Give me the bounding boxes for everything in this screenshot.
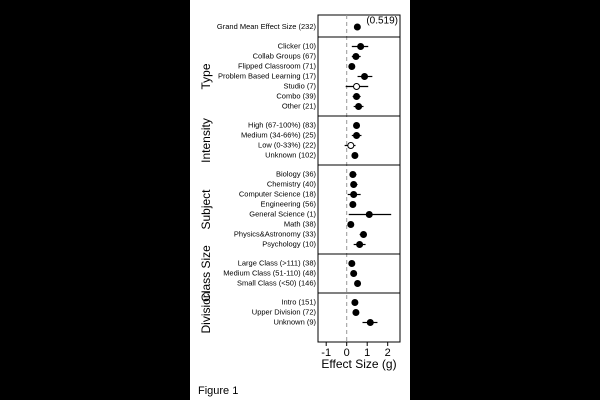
value-label: (0.519): [366, 16, 398, 27]
effect-marker: [353, 122, 361, 129]
row-label: Intro (151): [281, 297, 316, 306]
effect-marker: [348, 260, 356, 267]
effect-marker: [347, 142, 355, 149]
effect-marker: [366, 319, 374, 326]
row-label: Unknown (102): [265, 150, 316, 159]
effect-marker: [350, 181, 358, 188]
left-border: [0, 0, 190, 400]
row-label: Flipped Classroom (71): [238, 61, 316, 70]
row-label: Large Class (>111) (38): [238, 258, 317, 267]
row-label: Psychology (10): [262, 239, 316, 248]
x-tick-label: -1: [321, 347, 331, 359]
row-label: High (67-100%) (83): [248, 120, 316, 129]
effect-marker: [347, 221, 355, 228]
row-label: Combo (39): [276, 91, 316, 100]
group-label: Class Size: [199, 245, 213, 302]
x-tick-label: 2: [385, 347, 391, 359]
row-label: Studio (7): [283, 81, 316, 90]
figure-caption: Figure 1: [198, 385, 238, 397]
page: [190, 0, 410, 400]
effect-marker: [354, 280, 362, 287]
row-label: Clicker (10): [278, 41, 317, 50]
group-label: Type: [199, 63, 213, 89]
row-label: Grand Mean Effect Size (232): [217, 22, 317, 31]
row-label: Biology (36): [276, 169, 317, 178]
effect-marker: [357, 43, 365, 50]
effect-marker: [351, 299, 359, 306]
row-label: Chemistry (40): [267, 179, 317, 188]
x-axis-label: Effect Size (g): [321, 357, 396, 371]
x-tick-label: 0: [344, 347, 350, 359]
row-label: Problem Based Learning (17): [218, 71, 316, 80]
effect-marker: [352, 53, 360, 60]
row-label: Computer Science (18): [239, 189, 317, 198]
right-border: [410, 0, 600, 400]
row-label: Physics&Astronomy (33): [234, 229, 317, 238]
effect-marker: [349, 171, 357, 178]
row-label: Small Class (<50) (146): [237, 278, 316, 287]
effect-marker: [361, 73, 369, 80]
effect-marker: [355, 103, 363, 110]
effect-marker: [365, 211, 373, 218]
row-label: Medium (34-66%) (25): [241, 130, 317, 139]
row-label: Engineering (56): [261, 199, 317, 208]
group-label: Intensity: [199, 118, 213, 163]
row-label: Upper Division (72): [252, 307, 317, 316]
row-label: Medium Class (51-110) (48): [223, 268, 316, 277]
row-label: Math (38): [284, 219, 317, 228]
effect-marker: [351, 152, 359, 159]
group-label: Division: [199, 291, 213, 333]
row-label: General Science (1): [249, 209, 316, 218]
effect-marker: [350, 270, 358, 277]
effect-marker: [353, 93, 361, 100]
effect-marker: [350, 191, 358, 198]
row-label: Low (0-33%) (22): [258, 140, 316, 149]
group-label: Subject: [199, 189, 213, 230]
effect-marker: [352, 309, 360, 316]
row-label: Unknown (9): [273, 317, 316, 326]
effect-marker: [360, 231, 368, 238]
row-label: Other (21): [282, 101, 317, 110]
x-tick-label: 1: [364, 347, 370, 359]
plot-frame: [317, 14, 401, 343]
effect-marker: [353, 132, 361, 139]
effect-marker: [348, 63, 356, 70]
effect-marker: [356, 241, 364, 248]
row-label: Collab Groups (67): [253, 51, 317, 60]
effect-marker: [349, 201, 357, 208]
effect-marker: [353, 23, 361, 31]
effect-marker: [353, 83, 361, 90]
